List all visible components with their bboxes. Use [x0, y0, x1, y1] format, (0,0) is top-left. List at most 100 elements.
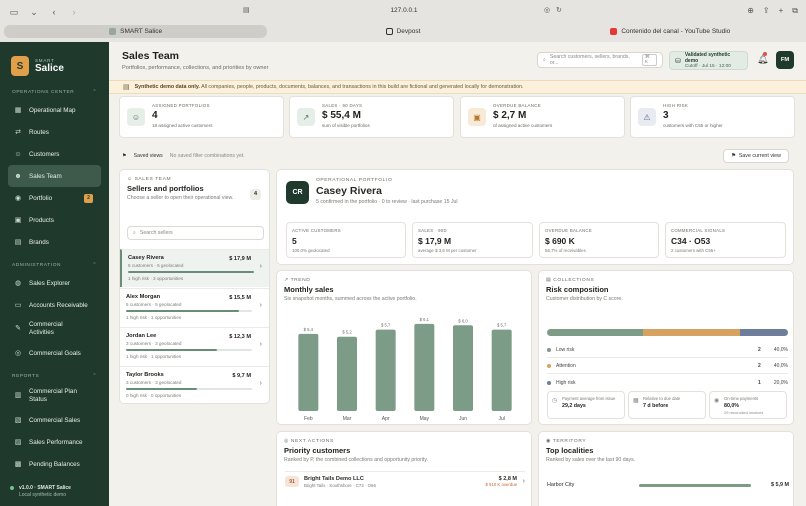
address-bar[interactable]: 127.0.0.1 — [390, 7, 418, 14]
kpi-sub: 2 customers with C55+ — [671, 248, 716, 253]
avatar[interactable]: FM — [776, 51, 794, 69]
seller-amount: $ 9,7 M — [232, 373, 251, 379]
chevron-up-icon: ⌃ — [92, 263, 97, 268]
performance-icon: ▨ — [14, 439, 22, 446]
bell-icon[interactable]: 🔔︎ — [757, 54, 769, 64]
sidebar-item-sales-team[interactable]: ☻ Sales Team — [8, 165, 101, 187]
sidebar-item-pending-balances[interactable]: ▩ Pending Balances — [8, 453, 101, 475]
forward-icon[interactable]: › — [72, 7, 76, 17]
bar-mar[interactable] — [337, 336, 357, 411]
users-icon: ☺ — [14, 150, 22, 158]
seller-row[interactable]: Taylor Brooks 3 customers · 3 geolocated $… — [120, 366, 269, 403]
sidebar-item-brands[interactable]: ▤ Brands — [8, 231, 101, 253]
back-icon[interactable]: ‹ — [52, 7, 56, 17]
seller-row[interactable]: Jordan Lee 3 customers · 3 geolocated $ 12… — [120, 327, 269, 365]
mini-value: 80,0% — [724, 403, 740, 409]
wallet-icon: ▣ — [468, 108, 486, 126]
stat-label: OVERDUE BALANCE — [493, 103, 541, 108]
sidebar-item-operational-map[interactable]: ▦ Operational Map — [8, 99, 101, 121]
share-icon[interactable]: ⇪ — [762, 6, 770, 15]
eyebrow-text: SALES TEAM — [134, 177, 172, 182]
sidebar-item-commercial-activities[interactable]: ✎ Commercial Activities — [8, 316, 101, 342]
activity-icon: ✎ — [15, 324, 21, 332]
brand[interactable]: S SMART Salice — [0, 42, 109, 80]
sidebar-item-products[interactable]: ▣ Products — [8, 209, 101, 231]
risk-segment — [739, 329, 788, 336]
sellers-search-input[interactable]: ⌕ Search sellers — [127, 226, 264, 240]
tab-favicon-icon — [385, 28, 393, 35]
seller-risk: 0 high risk · 0 opportunities — [126, 393, 182, 398]
trend-eyebrow: ↗ TREND — [284, 277, 524, 283]
sidebar-item-customers[interactable]: ☺ Customers — [8, 143, 101, 165]
seller-row[interactable]: Casey Rivera 5 customers · 5 geolocated $ … — [120, 249, 269, 287]
main-content: Sales Team Portfolios, performance, coll… — [109, 42, 806, 506]
download-icon[interactable]: ⊕ — [747, 6, 754, 15]
stat-value: $ 55,4 M — [322, 110, 361, 121]
sidebar-item-sales-explorer[interactable]: ◍ Sales Explorer — [8, 272, 101, 294]
eyebrow-text: TREND — [290, 278, 311, 283]
sidebar-footer: v1.0.0 · SMART Salice Local synthetic de… — [10, 485, 71, 498]
sidebar-item-label: Commercial Plan Status — [29, 388, 77, 403]
privacy-icon[interactable]: ◎ — [544, 7, 551, 14]
new-tab-icon[interactable]: + — [778, 6, 784, 15]
seller-progress-bar — [126, 388, 252, 390]
bar-apr[interactable] — [375, 329, 396, 411]
chevron-up-icon: ⌃ — [92, 90, 97, 95]
browser-tab-youtube[interactable]: Contenido del canal - YouTube Studio — [539, 25, 802, 38]
reader-icon[interactable]: ▤ — [243, 7, 250, 14]
seller-meta: 5 customers · 5 geolocated — [126, 302, 182, 307]
sidebar-item-sales-performance[interactable]: ▨ Sales Performance — [8, 431, 101, 453]
shortcut-hint: ⌘ K — [641, 54, 657, 66]
reload-icon[interactable]: ↻ — [556, 7, 562, 14]
tabs-overview-icon[interactable]: ⧉ — [792, 6, 798, 15]
bar-may[interactable] — [414, 323, 435, 411]
x-tick-label: Jun — [459, 416, 467, 422]
priority-customer-row[interactable]: 91 Bright Tails Demo LLC Bright Tails · … — [285, 471, 525, 491]
locality-row[interactable]: Harbor City $ 5,9 M — [547, 478, 789, 492]
section-reports[interactable]: REPORTS ⌃ — [0, 374, 109, 379]
bar-value-label: $ 5,7 — [381, 323, 391, 328]
location-icon: ◉ — [546, 439, 551, 444]
seller-meta: 5 customers · 5 geolocated — [128, 263, 184, 268]
sidebar-item-commercial-plan-status[interactable]: ▥ Commercial Plan Status — [8, 383, 101, 409]
section-operations[interactable]: OPERATIONS CENTER ⌃ — [0, 90, 109, 95]
sidebar-toggle-icon[interactable]: ▭ — [9, 6, 19, 17]
risk-count: 2 — [758, 347, 761, 353]
eyebrow-text: COLLECTIONS — [553, 278, 595, 283]
sidebar-item-accounts-receivable[interactable]: ▭ Accounts Receivable — [8, 294, 101, 316]
global-search-input[interactable]: ⌕ Search customers, sellers, brands, or.… — [537, 52, 663, 68]
chevron-up-icon: ⌃ — [92, 374, 97, 379]
risk-segment — [643, 329, 740, 336]
chevron-right-icon: › — [259, 341, 262, 348]
kpi-value: C34 · O53 — [671, 236, 711, 246]
validated-demo-badge[interactable]: ⛁ Validated synthetic demo Cutoff · Jul … — [669, 51, 748, 70]
seller-row[interactable]: Alex Morgan 5 customers · 5 geolocated $ 1… — [120, 288, 269, 326]
bookmark-icon: ⚑ — [122, 153, 127, 159]
priority-score-badge: 91 — [285, 476, 299, 487]
section-administration[interactable]: ADMINISTRATION ⌃ — [0, 263, 109, 268]
portfolio-card: CR OPERATIONAL PORTFOLIO Casey Rivera 5 … — [276, 169, 794, 265]
validated-cutoff: Cutoff · Jul 15 · 12:00 — [684, 64, 731, 69]
stat-card-assigned-portfolios: ☺ ASSIGNED PORTFOLIOS 4 18 assigned active… — [119, 96, 284, 138]
sidebar-item-label: Commercial Activities — [29, 321, 63, 336]
mini-label: On-time payments — [724, 396, 759, 401]
kpi-label: COMMERCIAL SIGNALS — [671, 228, 726, 233]
sidebar-item-portfolio[interactable]: ◉ Portfolio 2 — [8, 187, 101, 209]
seller-amount: $ 15,5 M — [229, 295, 251, 301]
browser-tab-salice[interactable]: SMART Salice — [4, 25, 268, 38]
sidebar-item-commercial-sales[interactable]: ▧ Commercial Sales — [8, 409, 101, 431]
save-current-view-button[interactable]: ⚑ Save current view — [723, 149, 789, 163]
stat-value: 4 — [152, 110, 158, 121]
browser-tab-devpost[interactable]: Devpost — [271, 25, 534, 38]
bar-jun[interactable] — [453, 325, 473, 411]
sidebar-item-routes[interactable]: ⇄ Routes — [8, 121, 101, 143]
sidebar-item-commercial-goals[interactable]: ◎ Commercial Goals — [8, 342, 101, 364]
bar-feb[interactable] — [298, 333, 319, 411]
saved-views-label[interactable]: Saved views — [133, 153, 163, 159]
bar-jul[interactable] — [491, 329, 512, 411]
chevron-down-icon[interactable]: ⌄ — [30, 6, 38, 17]
section-label: REPORTS — [12, 374, 40, 379]
portfolio-subtitle: 5 confirmed in the portfolio · 0 to revi… — [316, 199, 458, 205]
seller-progress-bar — [126, 349, 252, 351]
sidebar-item-label: Operational Map — [29, 106, 76, 114]
